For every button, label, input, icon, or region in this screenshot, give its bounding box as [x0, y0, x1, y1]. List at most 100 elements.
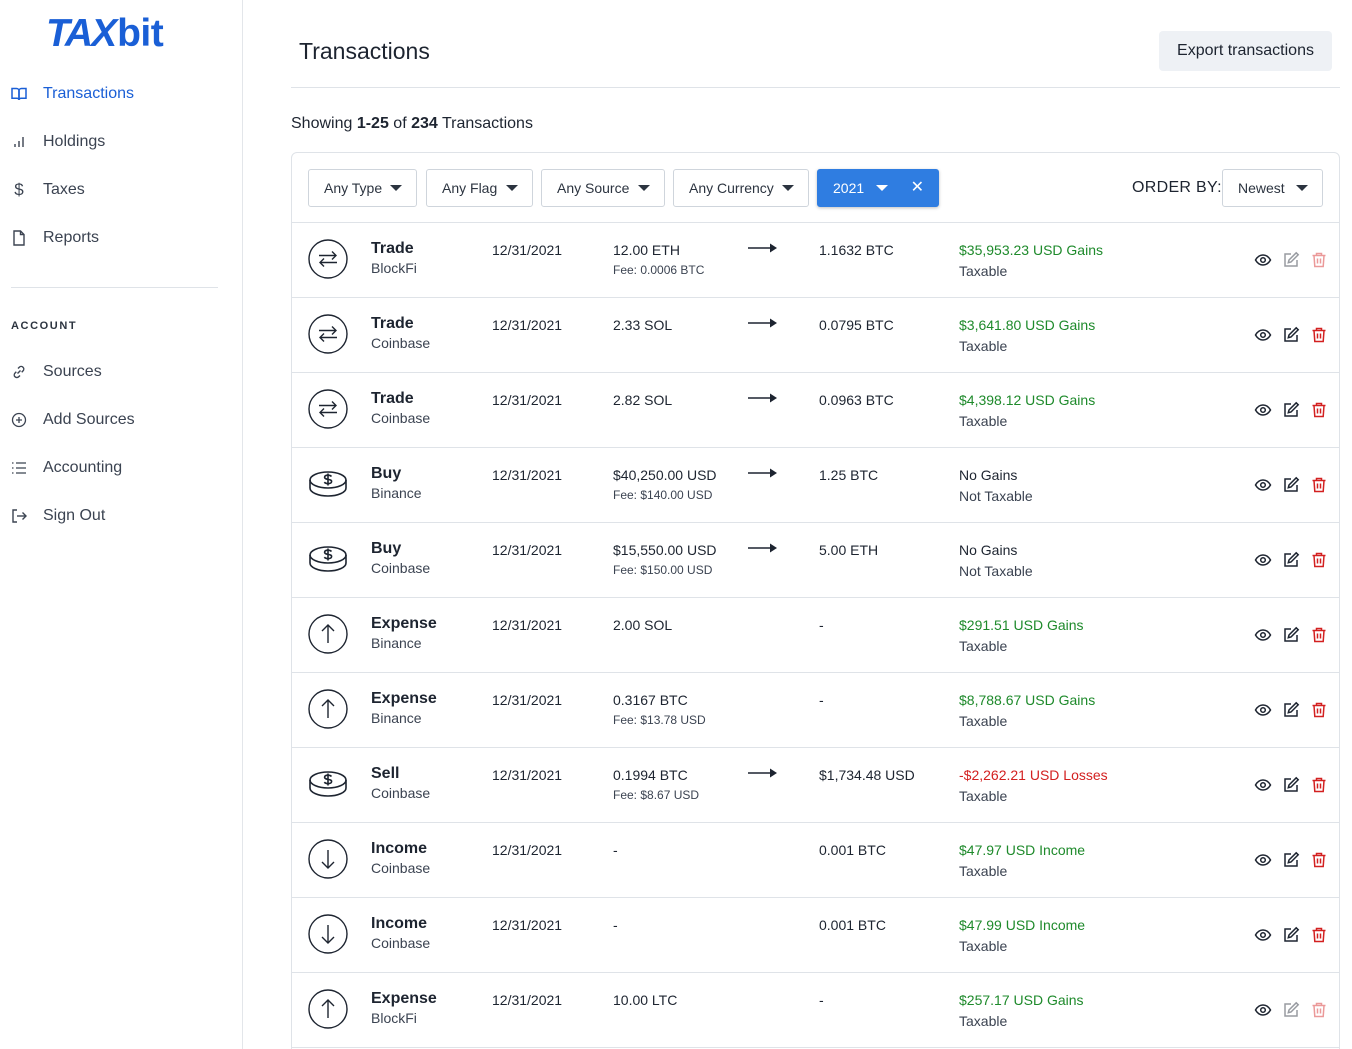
sidebar-item-reports[interactable]: Reports — [0, 218, 243, 258]
year-filter-dropdown[interactable]: 2021 ✕ — [817, 169, 939, 207]
order-by-value: Newest — [1238, 180, 1285, 196]
transaction-date: 12/31/2021 — [492, 242, 563, 258]
delete-icon[interactable] — [1310, 476, 1328, 494]
edit-icon[interactable] — [1282, 326, 1300, 344]
edit-icon[interactable] — [1282, 701, 1300, 719]
transaction-type: Expense — [371, 690, 437, 707]
view-icon[interactable] — [1254, 551, 1272, 569]
delete-icon[interactable] — [1310, 851, 1328, 869]
taxable-status: Not Taxable — [959, 563, 1033, 579]
link-icon — [10, 363, 28, 381]
fee-amount: Fee: $150.00 USD — [613, 563, 713, 577]
export-transactions-button[interactable]: Export transactions — [1159, 31, 1332, 71]
transaction-row[interactable]: Trade Coinbase 12/31/2021 2.33 SOL 0.0795 BT… — [292, 298, 1339, 373]
delete-icon[interactable] — [1310, 251, 1328, 269]
sidebar-item-accounting[interactable]: Accounting — [0, 448, 243, 488]
type-filter-dropdown[interactable]: Any Type — [308, 169, 417, 207]
edit-icon[interactable] — [1282, 251, 1300, 269]
sidebar-item-holdings[interactable]: Holdings — [0, 122, 243, 162]
transaction-row[interactable]: Expense Binance 12/31/2021 2.00 SOL - $291.51… — [292, 598, 1339, 673]
received-amount: - — [819, 692, 824, 708]
delete-icon[interactable] — [1310, 326, 1328, 344]
delete-icon[interactable] — [1310, 626, 1328, 644]
sidebar-item-add-sources[interactable]: Add Sources — [0, 400, 243, 440]
taxable-status: Taxable — [959, 263, 1008, 279]
transaction-row[interactable]: Income Coinbase 12/31/2021 - 0.001 BTC $47.97… — [292, 823, 1339, 898]
transaction-row[interactable]: Expense BlockFi 12/31/2021 10.00 LTC - $257.1… — [292, 973, 1339, 1048]
taxable-status: Not Taxable — [959, 488, 1033, 504]
sidebar-item-label: Accounting — [43, 459, 123, 476]
edit-icon[interactable] — [1282, 626, 1300, 644]
delete-icon[interactable] — [1310, 401, 1328, 419]
transaction-row[interactable]: Income Coinbase 12/31/2021 - 0.001 BTC $47.99… — [292, 898, 1339, 973]
view-icon[interactable] — [1254, 401, 1272, 419]
view-icon[interactable] — [1254, 776, 1272, 794]
delete-icon[interactable] — [1310, 926, 1328, 944]
transaction-source: Coinbase — [371, 935, 431, 951]
view-icon[interactable] — [1254, 851, 1272, 869]
view-icon[interactable] — [1254, 626, 1272, 644]
received-amount: 5.00 ETH — [819, 542, 879, 558]
transaction-source: BlockFi — [371, 1010, 417, 1026]
gains-value: $8,788.67 USD Gains — [959, 692, 1096, 708]
swap-icon — [308, 314, 348, 354]
taxable-status: Taxable — [959, 788, 1008, 804]
order-by-dropdown[interactable]: Newest — [1222, 169, 1323, 207]
gains-value: $47.99 USD Income — [959, 917, 1086, 933]
transaction-row[interactable]: Trade BlockFi 12/31/2021 12.00 ETH Fee: 0.00… — [292, 223, 1339, 298]
delete-icon[interactable] — [1310, 776, 1328, 794]
arrow-up-circle-icon — [308, 989, 348, 1029]
transaction-source: Coinbase — [371, 785, 431, 801]
edit-icon[interactable] — [1282, 776, 1300, 794]
received-amount: 0.0963 BTC — [819, 392, 894, 408]
taxable-status: Taxable — [959, 1013, 1008, 1029]
view-icon[interactable] — [1254, 926, 1272, 944]
received-amount: 0.001 BTC — [819, 917, 886, 933]
transaction-row[interactable]: Expense Binance 12/31/2021 0.3167 BTC Fee: $… — [292, 673, 1339, 748]
arrow-right-icon — [748, 241, 778, 255]
chevron-down-icon — [638, 185, 650, 191]
transaction-date: 12/31/2021 — [492, 917, 563, 933]
sidebar-item-label: Taxes — [43, 181, 85, 198]
taxbit-logo[interactable]: TAX bit — [46, 12, 164, 55]
received-amount: 0.0795 BTC — [819, 317, 894, 333]
transaction-row[interactable]: Trade Coinbase 12/31/2021 2.82 SOL 0.0963 BT… — [292, 373, 1339, 448]
received-amount: 0.001 BTC — [819, 842, 886, 858]
edit-icon[interactable] — [1282, 1001, 1300, 1019]
view-icon[interactable] — [1254, 326, 1272, 344]
sent-amount: 2.00 SOL — [613, 617, 673, 633]
edit-icon[interactable] — [1282, 926, 1300, 944]
gains-value: $47.97 USD Income — [959, 842, 1086, 858]
edit-icon[interactable] — [1282, 476, 1300, 494]
coins-icon — [308, 764, 348, 804]
edit-icon[interactable] — [1282, 851, 1300, 869]
arrow-up-circle-icon — [308, 689, 348, 729]
transaction-row[interactable]: Buy Coinbase 12/31/2021 $15,550.00 USD Fee: … — [292, 523, 1339, 598]
edit-icon[interactable] — [1282, 401, 1300, 419]
delete-icon[interactable] — [1310, 701, 1328, 719]
transaction-source: Binance — [371, 710, 422, 726]
view-icon[interactable] — [1254, 476, 1272, 494]
transaction-row[interactable]: Buy Binance 12/31/2021 $40,250.00 USD Fee: $… — [292, 448, 1339, 523]
view-icon[interactable] — [1254, 701, 1272, 719]
delete-icon[interactable] — [1310, 551, 1328, 569]
flag-filter-dropdown[interactable]: Any Flag — [426, 169, 533, 207]
transaction-row[interactable]: Sell Coinbase 12/31/2021 0.1994 BTC Fee: $8.… — [292, 748, 1339, 823]
transaction-source: BlockFi — [371, 260, 417, 276]
transaction-type: Trade — [371, 240, 414, 257]
view-icon[interactable] — [1254, 1001, 1272, 1019]
chevron-down-icon — [1296, 185, 1308, 191]
sidebar-item-taxes[interactable]: $ Taxes — [0, 170, 243, 210]
view-icon[interactable] — [1254, 251, 1272, 269]
taxable-status: Taxable — [959, 938, 1008, 954]
taxable-status: Taxable — [959, 863, 1008, 879]
clear-filter-icon[interactable]: ✕ — [910, 179, 924, 196]
sidebar-item-sign-out[interactable]: Sign Out — [0, 496, 243, 536]
sidebar-item-sources[interactable]: Sources — [0, 352, 243, 392]
currency-filter-dropdown[interactable]: Any Currency — [673, 169, 809, 207]
source-filter-dropdown[interactable]: Any Source — [541, 169, 665, 207]
transaction-date: 12/31/2021 — [492, 692, 563, 708]
sidebar-item-transactions[interactable]: Transactions — [0, 74, 243, 114]
edit-icon[interactable] — [1282, 551, 1300, 569]
delete-icon[interactable] — [1310, 1001, 1328, 1019]
